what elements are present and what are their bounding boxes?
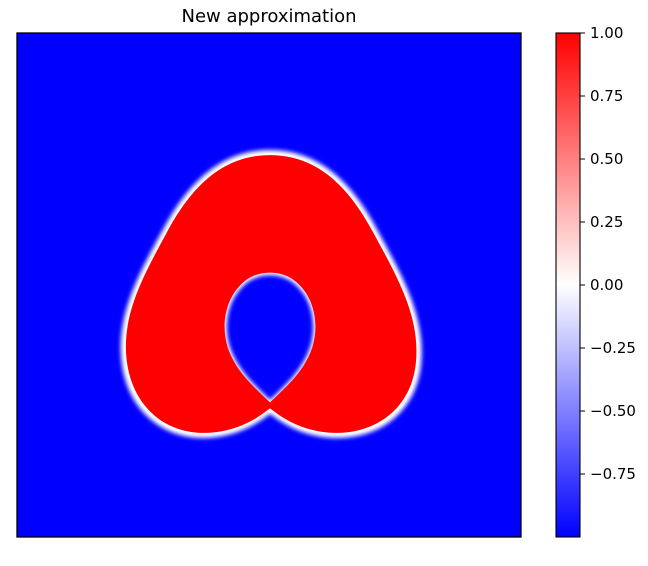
chart-title: New approximation [181, 6, 356, 27]
colorbar-tick-label: 1.00 [590, 24, 623, 42]
heatmap-plot [17, 33, 521, 537]
heatmap-positive-region [125, 155, 417, 433]
colorbar-tick-label: −0.75 [590, 465, 636, 483]
heatmap-background-region [17, 33, 521, 537]
colorbar [555, 32, 581, 538]
colorbar-tick-label: 0.50 [590, 150, 623, 168]
colorbar-ticks: 1.00 0.75 0.50 0.25 0.00 −0.25 −0.50 −0.75 [580, 24, 636, 483]
plot-frame [16, 32, 522, 538]
colorbar-tick-label: −0.25 [590, 339, 636, 357]
colorbar-tick-label: 0.75 [590, 87, 623, 105]
colorbar-tick-label: 0.00 [590, 276, 623, 294]
colorbar-tick-label: −0.50 [590, 402, 636, 420]
colorbar-tick-label: 0.25 [590, 213, 623, 231]
